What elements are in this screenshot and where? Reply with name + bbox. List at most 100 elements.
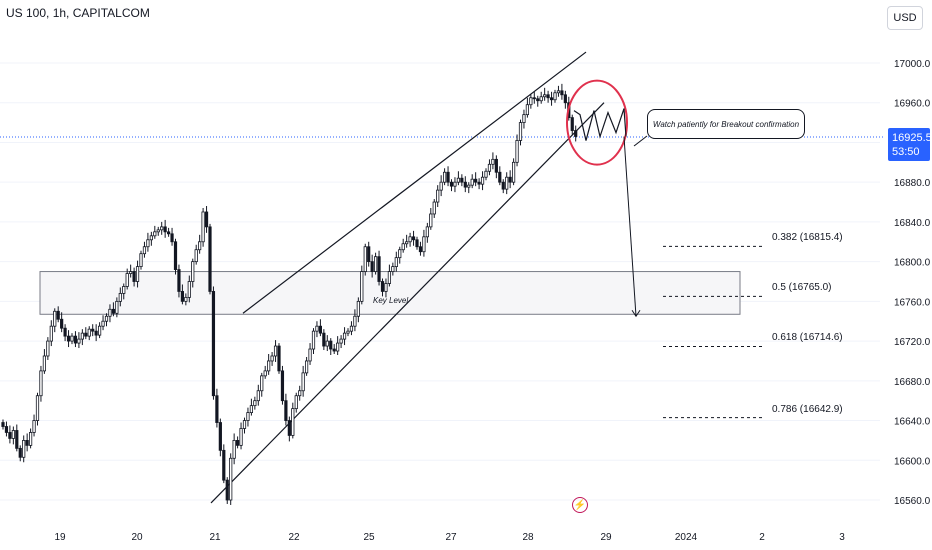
candle-body [453,181,457,187]
candle-body [15,430,19,449]
candle-body [139,253,143,268]
candle-body [94,330,98,336]
candle-body [125,273,129,287]
candle-body [429,213,433,228]
callout-pointer [633,135,648,147]
time-axis[interactable]: 19 20 21 22 25 27 28 29 2024 2 3 [54,532,845,543]
candle-body [539,96,543,102]
candle-body [556,90,561,94]
candle-body [373,256,378,272]
candle-body [356,300,360,317]
candle-body [432,201,436,215]
price-axis[interactable]: 17000.016960.016920.016880.016840.016800… [894,59,931,507]
candle-body [246,412,250,421]
candle-body [63,327,67,337]
candle-body [135,266,140,282]
candle-body [411,236,416,241]
candle-body [198,241,202,251]
candle-body [249,405,253,414]
candle-body [477,181,481,185]
candle-body [394,257,398,268]
candle-body [208,226,212,292]
last-price-value: 16925.5 [892,131,932,144]
currency-button[interactable]: USD [887,6,923,30]
candle-body [377,256,381,282]
y-tick-label: 17000.0 [894,59,931,70]
candle-body [467,184,471,188]
y-tick-label: 16880.0 [894,178,931,189]
candle-body [173,241,178,270]
x-tick-label: 20 [131,532,143,543]
candle-body [80,332,84,340]
candle-body [498,171,502,183]
candle-body [191,261,195,282]
candle-body [425,226,429,238]
candle-body [239,428,243,446]
candle-body [463,181,467,188]
bar-countdown: 53:50 [892,145,920,158]
candle-body [242,420,247,429]
candle-body [46,340,50,357]
breakout-circle-ring [566,79,628,166]
candle-body [522,114,526,123]
candle-body [201,211,205,243]
candle-body [70,335,74,342]
candle-body [398,249,402,259]
candle-body [122,286,126,294]
candle-body [194,249,198,263]
candle-body [215,395,219,423]
candle-body [180,291,184,302]
candle-body [494,158,498,173]
x-tick-label: 25 [363,532,375,543]
price-grid [0,62,880,501]
fib-label-0786: 0.786 (16642.9) [772,403,843,415]
candle-body [115,300,119,314]
candle-body [87,328,91,337]
fib-lines [663,245,762,419]
candle-body [315,325,319,332]
candle-body [218,422,222,451]
candle-body [18,447,22,458]
candle-body [149,235,153,241]
candle-body [101,320,105,327]
candle-body [184,296,188,302]
x-tick-label: 3 [839,532,845,543]
candle-body [260,375,264,392]
candle-body [408,236,412,243]
candle-body [22,440,26,458]
candle-body [267,360,271,372]
candle-body [11,430,15,439]
candle-body [536,98,540,102]
callout-note[interactable]: Watch patiently for Breakout confirmatio… [647,109,805,139]
candle-body [529,97,533,106]
candle-body [518,122,523,141]
candle-body [66,335,71,342]
candle-body [232,440,236,459]
y-tick-label: 16760.0 [894,297,931,308]
candle-body [77,338,81,344]
candle-body [270,355,274,362]
y-tick-label: 16720.0 [894,337,931,348]
candle-body [49,325,53,342]
y-tick-label: 16960.0 [894,99,931,110]
candle-body [474,178,478,183]
candle-body [470,178,474,186]
candle-body [525,104,530,116]
candle-body [349,325,354,332]
candle-body [336,342,340,352]
x-tick-label: 27 [445,532,457,543]
lightning-icon[interactable]: ⚡ [572,497,588,513]
candle-body [56,310,60,320]
candle-body [204,211,209,228]
candle-body [287,420,291,436]
candles [1,83,578,505]
candle-body [367,246,371,263]
candle-body [256,390,260,402]
symbol-title[interactable]: US 100, 1h, CAPITALCOM [6,6,150,20]
candle-body [308,348,312,362]
candle-body [263,370,267,377]
candle-body [501,181,505,190]
candle-body [153,231,157,237]
candle-body [515,140,519,163]
